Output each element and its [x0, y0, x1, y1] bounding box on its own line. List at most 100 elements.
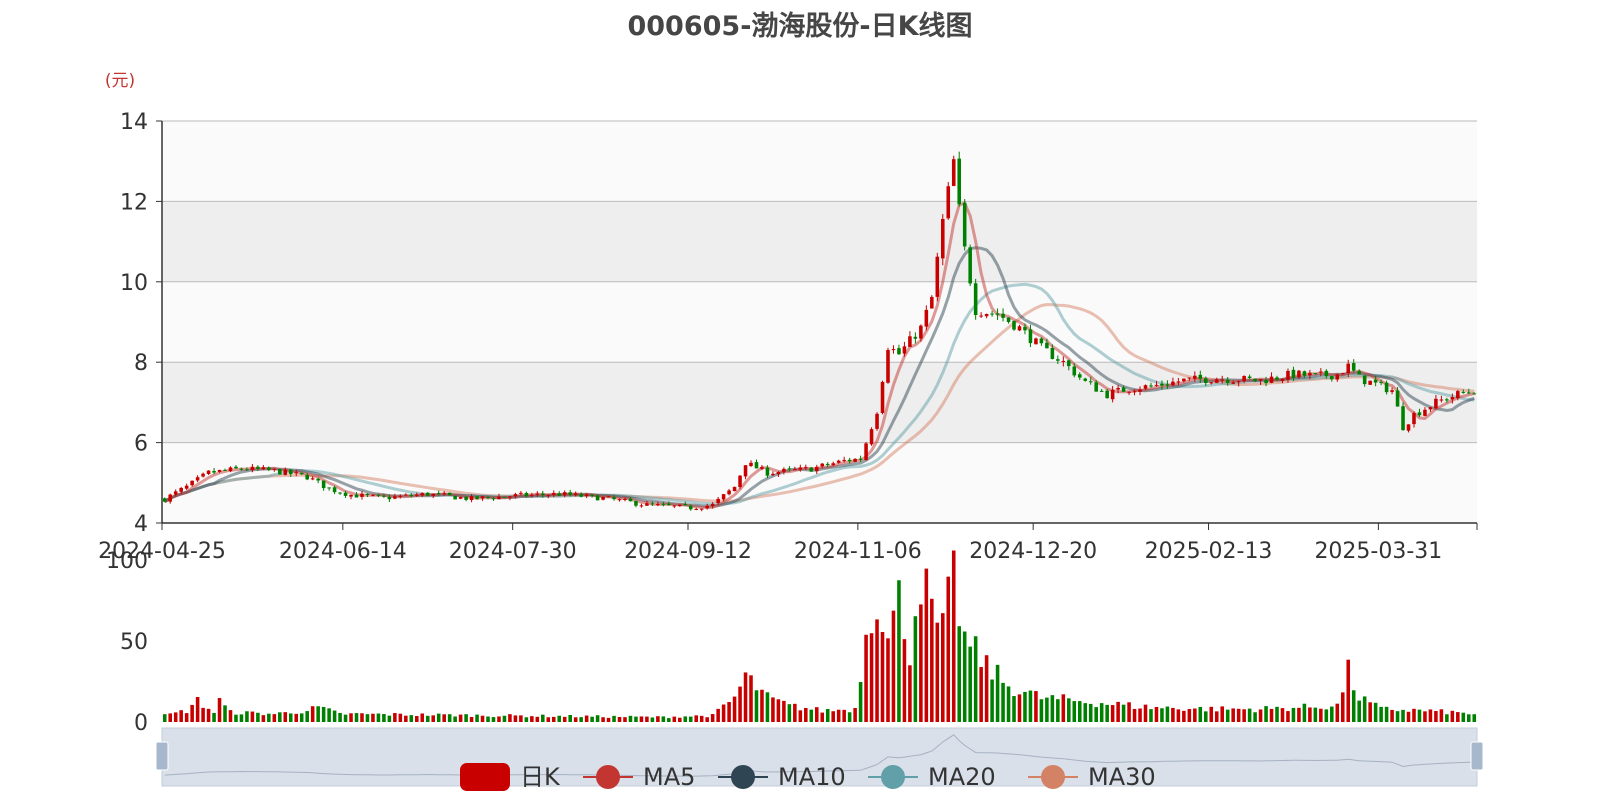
candle-body	[1346, 363, 1351, 374]
candle	[634, 500, 638, 508]
volume-bar	[1067, 698, 1071, 722]
legend-item-ma10[interactable]: MA10	[718, 763, 846, 791]
volume-bar	[951, 550, 956, 722]
volume-bar	[469, 716, 474, 722]
volume-bar	[946, 576, 951, 722]
candle	[1297, 370, 1301, 380]
candle-body	[1209, 382, 1214, 384]
x-tick-label: 2024-04-25	[98, 539, 226, 564]
legend-item-日k[interactable]: 日K	[460, 763, 561, 791]
candle-body	[1171, 381, 1175, 386]
candle-body	[1056, 359, 1060, 361]
volume-bar	[897, 580, 901, 722]
volume-bar	[245, 711, 249, 722]
volume-bar	[1280, 708, 1285, 722]
candle-body	[1116, 387, 1120, 390]
candle	[398, 494, 403, 499]
candle	[431, 493, 435, 499]
candle	[1330, 376, 1334, 382]
candle	[1160, 380, 1164, 390]
candle-body	[420, 493, 425, 496]
candle-body	[217, 469, 222, 472]
volume-bar	[1088, 703, 1093, 722]
legend-item-ma30[interactable]: MA30	[1028, 763, 1156, 791]
plot-band	[162, 201, 1477, 282]
candle	[930, 295, 934, 309]
candle	[968, 244, 972, 287]
candle	[1324, 369, 1329, 379]
candle-body	[1247, 376, 1252, 378]
legend-swatch	[460, 763, 510, 791]
candle-body	[1110, 389, 1115, 400]
candle	[749, 460, 753, 468]
candle-body	[1461, 391, 1466, 393]
volume-bar	[1434, 711, 1438, 722]
candle	[1280, 378, 1285, 384]
volume-bar	[409, 715, 414, 722]
x-tick-label: 2024-11-06	[794, 539, 922, 564]
volume-bar	[1214, 711, 1219, 722]
volume-bar	[902, 639, 907, 722]
candle-body	[1456, 391, 1460, 399]
candle-body	[519, 492, 523, 494]
candle	[1439, 395, 1444, 403]
candle	[979, 312, 983, 318]
candle	[1034, 337, 1038, 345]
ma30-line	[163, 302, 1475, 503]
zoom-handle-left[interactable]	[155, 741, 169, 771]
candle-body	[930, 296, 934, 309]
plot-band	[162, 362, 1477, 443]
volume-bar	[1187, 709, 1192, 722]
candle-body	[1088, 381, 1093, 383]
candle	[415, 492, 419, 497]
candle-body	[404, 494, 408, 496]
candle	[354, 492, 359, 498]
candle	[349, 494, 353, 500]
candle-body	[546, 495, 551, 497]
volume-bar	[656, 716, 660, 722]
candle	[1286, 368, 1290, 383]
volume-bar	[1258, 709, 1263, 722]
volume-bar	[360, 713, 364, 722]
candle	[891, 345, 896, 354]
candle	[179, 486, 183, 494]
candle	[1116, 384, 1120, 394]
volume-bar	[486, 716, 490, 722]
zoom-slider-track[interactable]	[161, 727, 1478, 787]
candle-body	[1368, 380, 1372, 385]
candle	[1017, 324, 1022, 332]
candle-body	[754, 462, 759, 469]
legend-item-ma5[interactable]: MA5	[583, 763, 695, 791]
candle	[524, 491, 529, 498]
volume-bar	[1034, 691, 1038, 722]
candle-body	[535, 493, 540, 495]
volume-bar	[1247, 708, 1252, 722]
legend-item-ma20[interactable]: MA20	[868, 763, 996, 791]
candle-body	[1012, 321, 1016, 330]
volume-bar	[568, 714, 572, 722]
candle-body	[623, 499, 627, 501]
candle-body	[793, 469, 797, 471]
candle	[1127, 391, 1131, 396]
volume-bar	[1149, 709, 1153, 722]
volume-bar	[480, 715, 485, 722]
candle-body	[836, 460, 841, 463]
candle	[771, 471, 775, 477]
volume-bar	[1242, 709, 1246, 722]
candle-body	[365, 493, 370, 495]
candle	[716, 496, 720, 505]
candle	[1204, 376, 1208, 387]
candle	[579, 492, 583, 498]
zoom-handle-right[interactable]	[1470, 741, 1484, 771]
candle	[1373, 375, 1378, 387]
candle-body	[919, 325, 923, 339]
candle	[1023, 323, 1027, 335]
candle-body	[579, 493, 583, 497]
candle	[338, 491, 342, 495]
volume-bar	[727, 702, 731, 722]
candle-body	[760, 467, 764, 469]
candle	[1209, 382, 1214, 385]
candle-body	[590, 494, 594, 496]
volume-bar	[606, 717, 611, 722]
